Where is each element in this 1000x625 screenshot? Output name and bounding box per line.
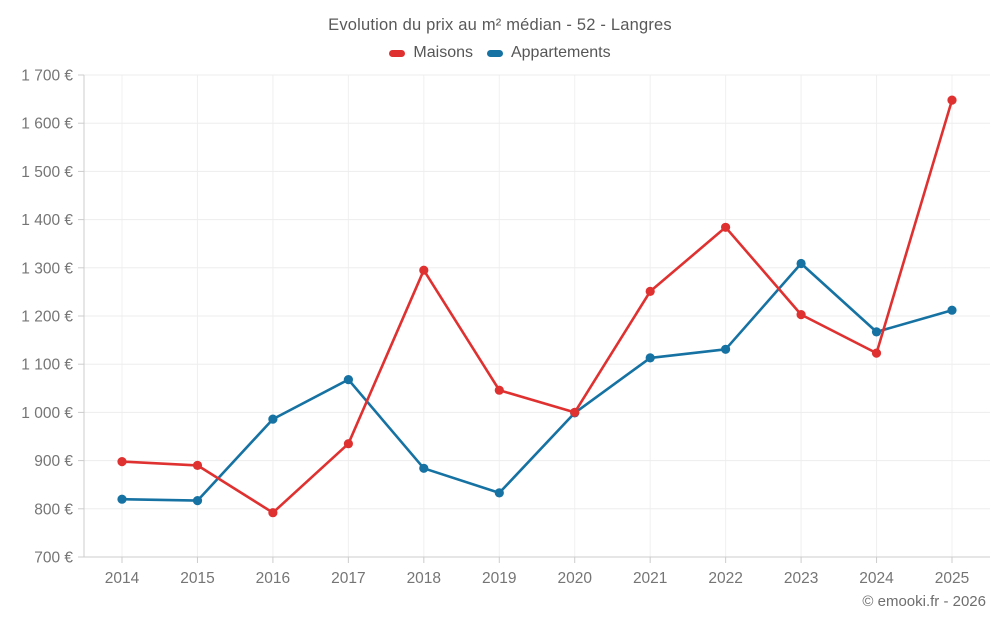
data-point-maisons-2025[interactable] — [947, 95, 957, 105]
x-axis-label: 2014 — [105, 570, 140, 587]
legend-marker-icon — [486, 49, 503, 57]
data-point-appartements-2016[interactable] — [268, 414, 278, 424]
data-point-appartements-2023[interactable] — [796, 258, 806, 269]
legend-label: Maisons — [413, 44, 473, 61]
x-axis-label: 2017 — [331, 570, 365, 587]
data-point-maisons-2015[interactable] — [192, 460, 203, 470]
legend-label: Appartements — [510, 44, 611, 61]
x-axis-label: 2016 — [256, 570, 290, 587]
y-axis-label: 1 100 € — [21, 357, 73, 374]
data-point-appartements-2017[interactable] — [343, 375, 353, 385]
data-point-maisons-2017[interactable] — [343, 439, 353, 449]
data-point-maisons-2014[interactable] — [117, 457, 127, 467]
data-point-maisons-2019[interactable] — [494, 385, 504, 395]
y-axis-label: 1 700 € — [21, 68, 73, 85]
data-point-appartements-2024[interactable] — [871, 327, 882, 337]
data-point-maisons-2023[interactable] — [796, 310, 806, 320]
x-axis-label: 2021 — [633, 570, 667, 587]
y-axis-label: 700 € — [34, 550, 73, 567]
legend-item-appartements[interactable]: Appartements — [486, 44, 611, 62]
y-axis-label: 900 € — [34, 453, 73, 470]
data-point-maisons-2024[interactable] — [871, 348, 882, 358]
y-axis-label: 1 200 € — [21, 309, 73, 326]
data-point-maisons-2018[interactable] — [419, 265, 429, 275]
series-line-maisons — [120, 98, 954, 515]
data-point-appartements-2025[interactable] — [947, 305, 957, 315]
data-point-appartements-2021[interactable] — [645, 353, 655, 363]
legend-marker-icon — [389, 49, 406, 57]
y-axis-label: 1 600 € — [21, 116, 73, 133]
x-axis-label: 2025 — [935, 570, 969, 587]
y-axis-label: 1 500 € — [21, 164, 73, 181]
x-axis-label: 2018 — [407, 570, 441, 587]
series-line-appartements — [120, 262, 954, 502]
y-axis-label: 800 € — [34, 501, 73, 518]
copyright-credit: © emooki.fr - 2026 — [862, 593, 986, 610]
legend-item-maisons[interactable]: Maisons — [389, 44, 473, 62]
x-axis-label: 2020 — [557, 570, 592, 587]
x-axis-label: 2019 — [482, 570, 516, 587]
x-axis-label: 2015 — [180, 570, 214, 587]
data-point-maisons-2016[interactable] — [268, 508, 278, 518]
data-point-appartements-2019[interactable] — [494, 488, 504, 498]
data-point-maisons-2021[interactable] — [645, 286, 655, 296]
y-axis-label: 1 400 € — [21, 212, 73, 229]
data-point-appartements-2018[interactable] — [419, 463, 429, 473]
y-axis-label: 1 300 € — [21, 260, 73, 277]
data-point-appartements-2015[interactable] — [192, 496, 203, 506]
data-point-maisons-2022[interactable] — [721, 222, 731, 232]
chart-legend: Maisons Appartements — [0, 44, 1000, 62]
chart-title: Evolution du prix au m² médian - 52 - La… — [328, 16, 672, 34]
x-axis-label: 2023 — [784, 570, 818, 587]
y-axis-label: 1 000 € — [21, 405, 73, 422]
data-point-maisons-2020[interactable] — [570, 407, 580, 417]
data-point-appartements-2014[interactable] — [117, 494, 127, 504]
x-axis-label: 2022 — [708, 570, 742, 587]
x-axis-label: 2024 — [859, 570, 894, 587]
data-point-appartements-2022[interactable] — [721, 344, 731, 354]
